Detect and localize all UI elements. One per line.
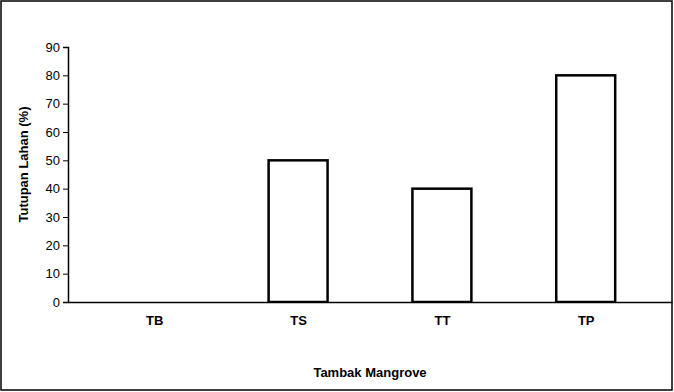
bar — [412, 189, 471, 302]
y-tick-label: 60 — [46, 125, 60, 140]
y-tick: 80 — [46, 68, 68, 83]
y-tick-label: 20 — [46, 238, 60, 253]
y-axis-title: Tutupan Lahan (%) — [16, 106, 31, 222]
x-axis-title: Tambak Mangrove — [313, 365, 426, 380]
y-tick: 10 — [46, 266, 68, 281]
y-axis-line — [63, 48, 69, 303]
y-tick-mark — [63, 104, 68, 105]
y-tick-label: 0 — [53, 295, 60, 310]
frame — [1, 1, 672, 390]
y-tick: 40 — [46, 181, 68, 196]
y-tick: 20 — [46, 238, 68, 253]
chart: 0 10 20 30 40 50 60 70 80 90 TB TS TT TP Tambak Mangro… — [0, 0, 674, 392]
x-axis: TB TS TT TP — [69, 302, 673, 328]
y-tick-mark — [63, 274, 68, 275]
x-tick-label: TT — [434, 313, 450, 328]
y-tick-label: 40 — [46, 181, 60, 196]
y-tick: 90 — [46, 40, 68, 55]
y-tick: 30 — [46, 210, 68, 225]
y-tick-label: 70 — [46, 96, 60, 111]
y-tick-label: 10 — [46, 266, 60, 281]
x-tick: TS — [290, 302, 307, 328]
y-tick-label: 90 — [46, 40, 60, 55]
x-tick-label: TS — [290, 313, 307, 328]
bar — [269, 160, 328, 302]
y-tick-mark — [63, 302, 68, 303]
y-axis: 0 10 20 30 40 50 60 70 80 90 — [46, 40, 69, 310]
y-tick: 50 — [46, 153, 68, 168]
y-tick-mark — [63, 189, 68, 190]
y-tick: 70 — [46, 96, 68, 111]
y-tick-mark — [63, 47, 68, 48]
y-tick: 0 — [53, 295, 68, 310]
y-tick-mark — [63, 245, 68, 246]
x-tick-label: TP — [578, 313, 595, 328]
x-tick: TT — [434, 302, 450, 328]
y-tick-mark — [63, 75, 68, 76]
y-tick-label: 50 — [46, 153, 60, 168]
x-tick: TB — [146, 302, 163, 328]
x-tick: TP — [578, 302, 595, 328]
y-tick-mark — [63, 217, 68, 218]
y-tick-mark — [63, 160, 68, 161]
y-tick-label: 30 — [46, 210, 60, 225]
bars — [269, 75, 616, 302]
x-axis-line — [69, 302, 673, 304]
y-tick: 60 — [46, 125, 68, 140]
y-tick-mark — [63, 132, 68, 133]
bar — [556, 75, 615, 302]
x-tick-label: TB — [146, 313, 163, 328]
y-tick-label: 80 — [46, 68, 60, 83]
